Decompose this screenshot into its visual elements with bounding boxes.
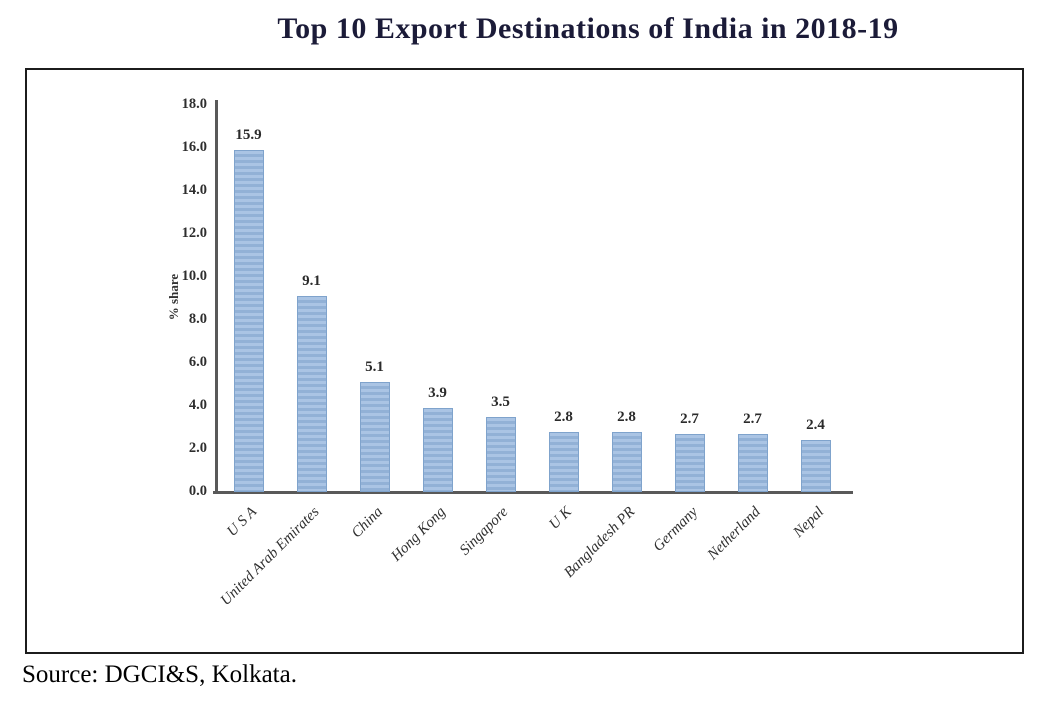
bar-netherland (737, 433, 768, 492)
bar-u-s-a (233, 150, 264, 492)
bar-singapore (485, 416, 516, 492)
bar-u-k (548, 431, 579, 492)
y-tick-label: 4.0 (188, 397, 207, 413)
bar-value-label: 2.4 (806, 417, 825, 434)
category-label: Singapore (457, 504, 512, 559)
bar-united-arab-emirates (296, 296, 327, 492)
y-tick-label: 12.0 (181, 225, 207, 241)
y-tick-label: 18.0 (181, 96, 207, 112)
bar-value-label: 3.9 (428, 385, 447, 402)
category-label: U K (546, 504, 575, 533)
bar-value-label: 2.8 (617, 408, 636, 425)
bar-value-label: 2.7 (680, 410, 699, 427)
chart-frame: % share 0.0 2.0 4.0 6.0 8.0 10.0 12.0 14.0 16.0 1… (25, 68, 1024, 654)
bar-hong-kong (422, 408, 453, 492)
y-tick-label: 16.0 (181, 139, 207, 155)
category-label: China (348, 504, 386, 542)
bar-germany (674, 433, 705, 492)
bar-nepal (800, 440, 831, 492)
category-label: U S A (223, 504, 260, 540)
bar-value-label: 2.7 (743, 410, 762, 427)
y-tick-label: 0.0 (188, 483, 207, 499)
y-tick-label: 2.0 (188, 440, 207, 456)
bar-china (359, 382, 390, 492)
bar-value-label: 15.9 (235, 127, 262, 144)
category-label: Hong Kong (388, 504, 449, 565)
y-tick-label: 10.0 (181, 268, 207, 284)
x-axis-line (213, 491, 853, 494)
y-tick-label: 8.0 (188, 311, 207, 327)
category-label: Netherland (704, 504, 764, 564)
bar-value-label: 2.8 (554, 408, 573, 425)
y-tick-label: 6.0 (188, 354, 207, 370)
bar-value-label: 9.1 (302, 273, 321, 290)
category-label: Germany (650, 504, 701, 555)
category-label: Nepal (790, 504, 827, 541)
bar-bangladesh-pr (611, 431, 642, 492)
y-axis-line (215, 100, 218, 494)
bar-value-label: 3.5 (491, 393, 510, 410)
y-tick-label: 14.0 (181, 182, 207, 198)
bar-value-label: 5.1 (365, 359, 384, 376)
chart-title: Top 10 Export Destinations of India in 2… (277, 12, 899, 45)
source-note: Source: DGCI&S, Kolkata. (22, 661, 297, 688)
